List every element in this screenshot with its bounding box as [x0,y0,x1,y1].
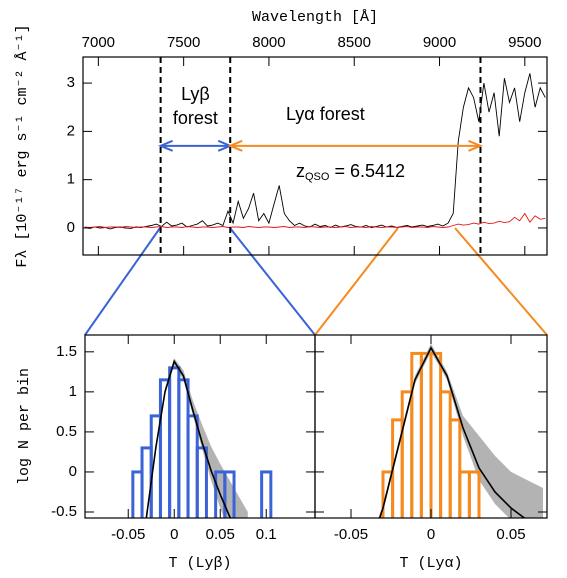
histogram-bar [467,470,481,518]
y-tick-label: 1 [69,383,77,400]
plot-frame [82,56,548,256]
arrow-head [158,139,174,152]
annotation: forest [173,108,218,128]
plot-area [131,358,273,518]
plot-frame [314,334,548,519]
model-band [378,343,543,518]
annotation-part: = 6.5412 [329,161,405,181]
connector [229,227,316,336]
model-band [145,358,248,518]
spectrum-line [84,73,546,230]
y-tick-label: 0 [69,463,77,480]
x-tick-label: 0 [170,526,178,543]
x-tick-label: -0.05 [111,526,145,543]
plot-area [378,343,543,518]
annotation-part: QSO [305,171,330,183]
x-axis-label: T (Lyβ) [168,555,231,572]
x-axis-label: T (Lyα) [399,555,462,572]
model-line [145,359,232,518]
y-tick-label: 1 [67,171,75,188]
arrow-head [468,139,484,152]
y-tick-label: 0.5 [56,423,77,440]
arrow-head [227,139,243,152]
x-tick-label: 0.05 [206,526,235,543]
annotation: Lyα forest [286,104,365,124]
annotation: Lyβ [181,84,210,104]
annotation-part: z [296,161,305,181]
x-tick-label: 8000 [252,34,285,51]
x-tick-label: 0.05 [496,526,525,543]
y-tick-label: 2 [67,122,75,139]
y-tick-label: 0 [67,219,75,236]
y-tick-label: 3 [67,74,75,91]
x-tick-label: 7000 [82,34,115,51]
histogram-bar [260,470,273,518]
zoom-connectors [84,227,548,336]
y-axis-label: log N per bin [16,368,33,485]
histogram-bar [223,470,236,518]
spectrum-line [84,212,546,228]
y-axis-label: Fλ [10⁻¹⁷ erg s⁻¹ cm⁻² Å⁻¹] [14,24,31,267]
x-axis-label: Wavelength [Å] [252,9,378,26]
connector [314,227,399,336]
x-tick-label: 9500 [508,34,541,51]
y-tick-label: -0.5 [51,503,77,520]
connector [454,227,548,336]
histogram-bar [195,446,208,518]
x-tick-label: 7500 [167,34,200,51]
x-tick-label: -0.05 [334,526,368,543]
connector [84,227,161,336]
x-tick-label: 0.1 [256,526,277,543]
x-tick-label: 0 [427,526,435,543]
plot-area [84,73,546,230]
annotation: zQSO = 6.5412 [296,161,405,183]
model-line [378,346,526,518]
x-tick-label: 9000 [423,34,456,51]
x-tick-label: 8500 [338,34,371,51]
y-tick-label: 1.5 [56,343,77,360]
